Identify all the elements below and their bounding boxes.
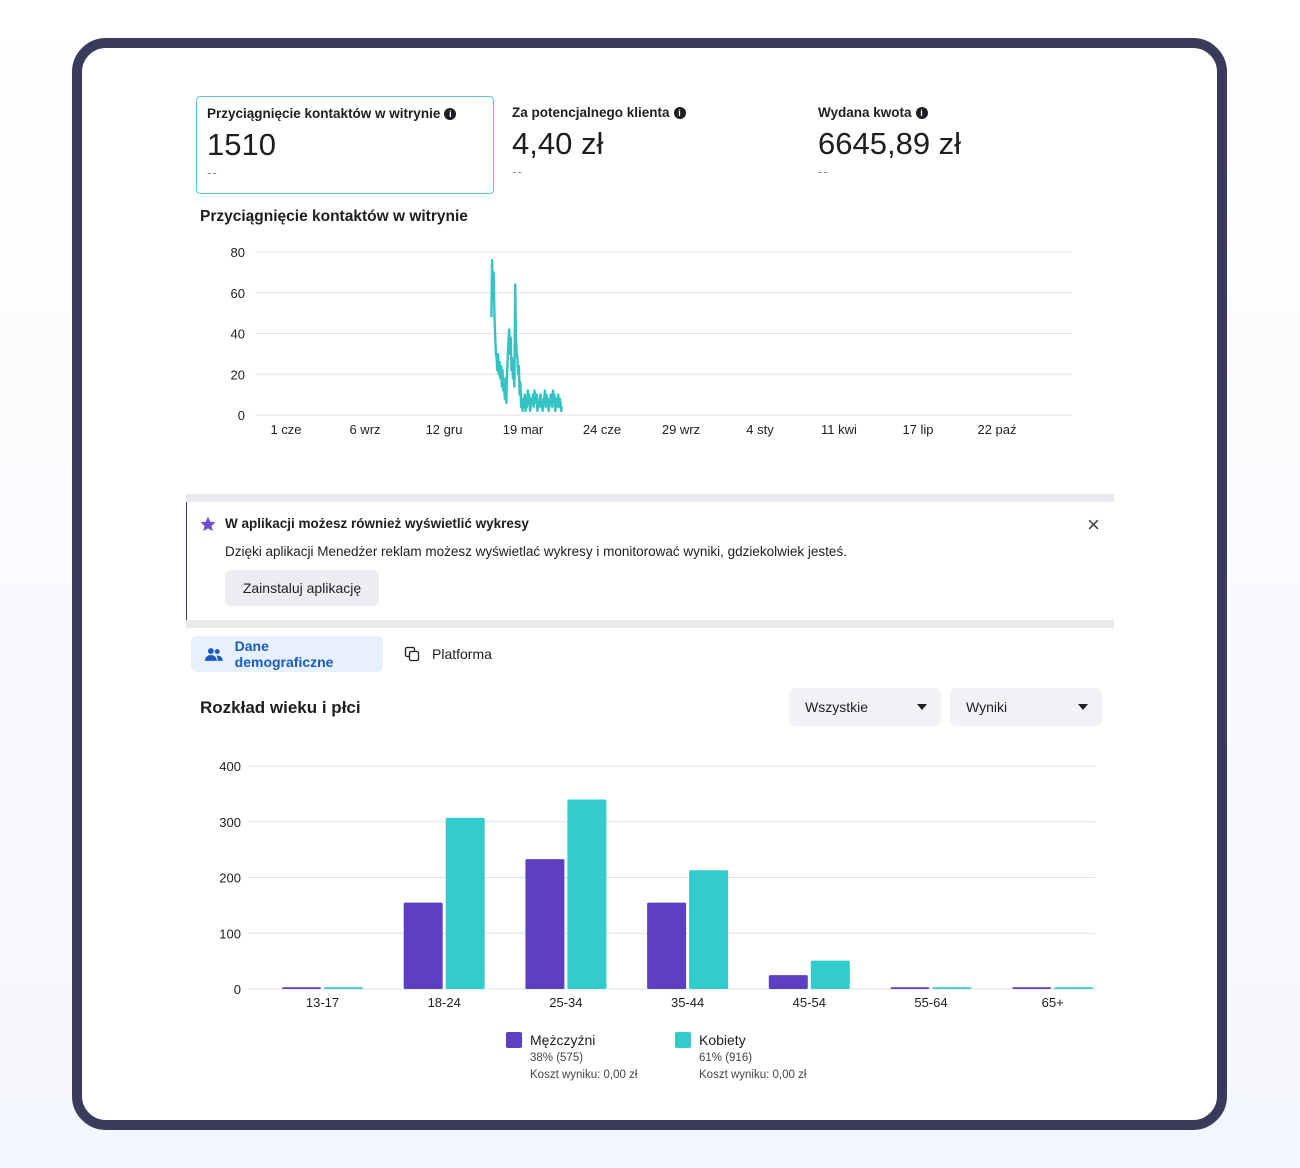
bar[interactable] [282, 987, 321, 989]
x-tick-label: 11 kwi [821, 422, 857, 437]
bar-chart: 0 100 200 300 400 13-17 18-24 25-34 35-44 45-54 55… [219, 759, 1095, 1010]
x-tick-label: 35-44 [671, 995, 704, 1010]
x-tick-label: 12 gru [426, 422, 463, 437]
x-tick-label: 55-64 [914, 995, 947, 1010]
x-tick-label: 24 cze [583, 422, 621, 437]
banner-text: Dzięki aplikacji Menedżer reklam możesz … [225, 544, 847, 559]
y-tick-label: 0 [234, 982, 241, 997]
bar[interactable] [1054, 987, 1094, 989]
tab-label: Dane demograficzne [234, 638, 334, 670]
kpi-card-leads[interactable]: Przyciągnięcie kontaktów w witrynie i 151… [196, 96, 494, 194]
kpi-card-cost-per-lead[interactable]: Za potencjalnego klienta i 4,40 zł -- [502, 96, 800, 194]
kpi-value: 4,40 zł [512, 126, 604, 161]
x-tick-label: 18-24 [428, 995, 461, 1010]
legend-cost: Koszt wyniku: 0,00 zł [530, 1069, 638, 1081]
x-tick-label: 4 sty [746, 422, 774, 437]
x-tick-label: 6 wrz [349, 422, 380, 437]
bar[interactable] [810, 960, 850, 989]
x-tick-label: 45-54 [793, 995, 826, 1010]
info-icon[interactable]: i [673, 106, 686, 119]
x-tick-label: 29 wrz [662, 422, 700, 437]
x-tick-label: 22 paź [977, 422, 1016, 437]
info-icon[interactable]: i [444, 107, 457, 120]
y-tick-label: 0 [238, 408, 245, 423]
x-tick-label: 1 cze [270, 422, 301, 437]
kpi-label: Przyciągnięcie kontaktów w witrynie [207, 106, 441, 121]
divider [186, 494, 1114, 502]
y-tick-label: 40 [231, 327, 245, 342]
x-tick-label: 65+ [1042, 995, 1064, 1010]
y-tick-label: 300 [219, 815, 241, 830]
y-tick-label: 60 [231, 286, 245, 301]
x-tick-label: 17 lip [902, 422, 933, 437]
app-promo-banner: W aplikacji możesz również wyświetlić wy… [186, 502, 1114, 620]
kpi-delta: -- [818, 164, 829, 179]
close-icon[interactable]: × [1087, 512, 1100, 537]
bar-chart-title: Rozkład wieku i płci [200, 698, 361, 717]
dropdown-value: Wszystkie [805, 699, 868, 715]
caret-down-icon [1078, 704, 1088, 710]
bar[interactable] [403, 902, 443, 989]
bar[interactable] [567, 799, 607, 990]
kpi-value: 6645,89 zł [818, 126, 962, 161]
layers-icon [404, 646, 420, 662]
bar[interactable] [1012, 987, 1052, 989]
legend-swatch [675, 1032, 691, 1048]
legend-swatch [506, 1032, 522, 1048]
line-chart: 0 20 40 60 80 1 cze 6 wrz 12 gru 19 mar 24 cze 29 … [231, 245, 1072, 437]
x-tick-label: 25-34 [549, 995, 582, 1010]
bar[interactable] [768, 975, 808, 989]
y-tick-label: 100 [219, 926, 241, 941]
star-icon [200, 516, 216, 532]
tab-label: Platforma [432, 646, 492, 662]
tab-demographics[interactable]: Dane demograficzne [191, 636, 383, 672]
legend-name: Mężczyźni [530, 1032, 596, 1048]
bar[interactable] [525, 859, 565, 989]
banner-title: W aplikacji możesz również wyświetlić wy… [225, 516, 529, 531]
caret-down-icon [917, 704, 927, 710]
people-icon [205, 648, 223, 661]
bar[interactable] [932, 987, 972, 989]
legend-cost: Koszt wyniku: 0,00 zł [699, 1069, 807, 1081]
legend-pct: 38% (575) [530, 1052, 584, 1064]
dropdown-value: Wyniki [966, 699, 1008, 715]
kpi-card-amount-spent[interactable]: Wydana kwota i 6645,89 zł -- [808, 96, 1106, 194]
kpi-delta: -- [512, 164, 523, 179]
x-tick-label: 13-17 [306, 995, 339, 1010]
metric-dropdown[interactable]: Wyniki [950, 688, 1102, 726]
filter-dropdown[interactable]: Wszystkie [789, 688, 941, 726]
tab-platform[interactable]: Platforma [390, 636, 506, 672]
bar[interactable] [324, 987, 363, 989]
bar[interactable] [445, 817, 485, 989]
x-tick-label: 19 mar [503, 422, 544, 437]
y-tick-label: 200 [219, 871, 241, 886]
app-frame: Przyciągnięcie kontaktów w witrynie i 151… [72, 38, 1227, 1130]
y-tick-label: 400 [219, 759, 241, 774]
install-app-button[interactable]: Zainstaluj aplikację [225, 570, 379, 606]
kpi-delta: -- [207, 165, 218, 180]
info-icon[interactable]: i [915, 106, 928, 119]
line-chart-title: Przyciągnięcie kontaktów w witrynie [200, 208, 468, 225]
kpi-label: Za potencjalnego klienta [512, 105, 670, 120]
kpi-label: Wydana kwota [818, 105, 912, 120]
y-tick-label: 20 [231, 367, 245, 382]
y-tick-label: 80 [231, 245, 245, 260]
bar[interactable] [890, 987, 930, 989]
divider [186, 620, 1114, 628]
series-line [490, 259, 564, 413]
kpi-value: 1510 [207, 127, 276, 162]
legend-pct: 61% (916) [699, 1052, 753, 1064]
legend-name: Kobiety [699, 1032, 746, 1048]
bar[interactable] [647, 902, 687, 989]
bar[interactable] [689, 870, 729, 989]
